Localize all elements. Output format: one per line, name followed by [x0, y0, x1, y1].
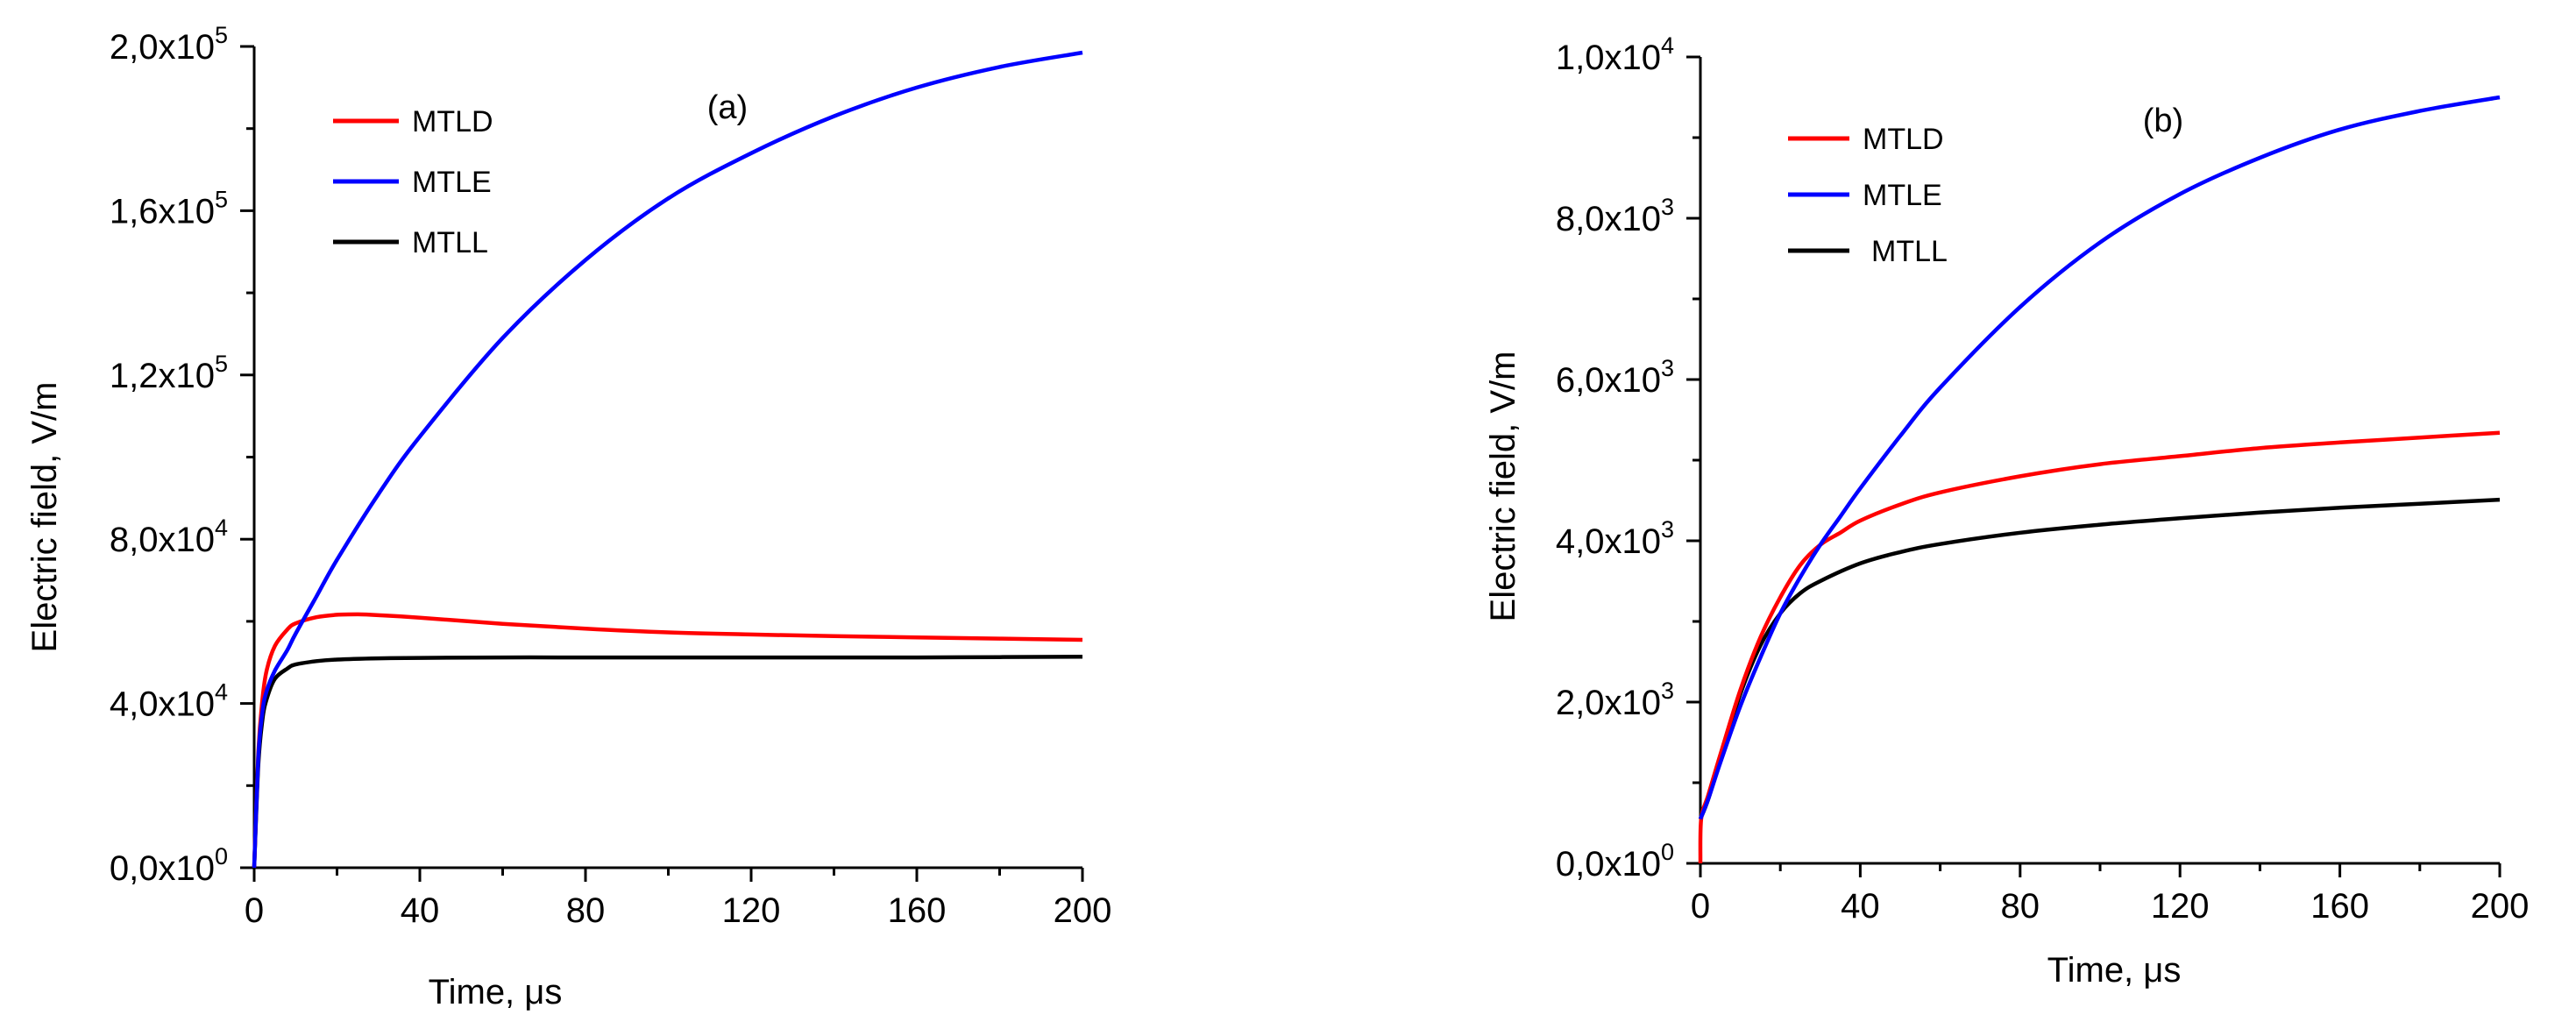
y-tick-label: 4,0x104	[110, 679, 228, 724]
legend-item-mtll: MTLL	[333, 226, 488, 259]
y-tick-label: 8,0x104	[110, 514, 228, 559]
series-line-mtld	[1698, 430, 2501, 864]
x-tick-label: 120	[2151, 887, 2210, 926]
x-axis-title: Time, μs	[429, 973, 563, 1011]
x-tick-label: 200	[2471, 887, 2530, 926]
y-tick-label: 2,0x103	[1556, 678, 1674, 722]
legend-item-mtld: MTLD	[1788, 123, 1944, 156]
chart-panel-a: 0 40 80 120 160 200 0,0x100 4,0x104 8,0x104 1,2x…	[25, 22, 1111, 1011]
series-line-mtll	[252, 654, 1083, 869]
y-tick-label: 8,0x103	[1556, 194, 1674, 238]
y-tick-label: 6,0x103	[1556, 355, 1674, 400]
series-line-mtld	[252, 612, 1083, 869]
legend-item-mtle: MTLE	[1788, 179, 1942, 212]
y-tick-label: 0,0x100	[110, 843, 228, 888]
chart-panel-b: 0 40 80 120 160 200 0,0x100 2,0x103 4,0x103 6,0x…	[1484, 32, 2529, 990]
y-axis-title: Electric field, V/m	[1484, 351, 1522, 622]
series-line-mtle	[252, 50, 1083, 869]
y-tick-label: 1,0x104	[1556, 32, 1674, 77]
legend: MTLD MTLE MTLL	[1788, 123, 1948, 268]
y-tick-label: 2,0x105	[110, 22, 228, 67]
legend-label-mtll: MTLL	[1871, 235, 1948, 268]
x-tick-label: 200	[1054, 891, 1112, 930]
x-tick-label: 0	[245, 891, 264, 930]
y-tick-label: 4,0x103	[1556, 516, 1674, 561]
x-tick-label: 0	[1691, 887, 1710, 926]
legend-label-mtld: MTLD	[412, 105, 493, 138]
x-tick-label: 40	[1841, 887, 1880, 926]
legend: MTLD MTLE MTLL	[333, 105, 493, 259]
legend-label-mtld: MTLD	[1863, 123, 1944, 156]
y-tick-label: 0,0x100	[1556, 839, 1674, 884]
y-tick-label: 1,2x105	[110, 351, 228, 395]
x-axis-title: Time, μs	[2047, 951, 2182, 990]
legend-item-mtld: MTLD	[333, 105, 493, 138]
y-axis-title: Electric field, V/m	[25, 382, 64, 653]
x-tick-label: 40	[401, 891, 440, 930]
panel-label: (a)	[707, 89, 748, 126]
x-tick-label: 80	[566, 891, 606, 930]
x-tick-label: 80	[2001, 887, 2040, 926]
series-line-mtle	[1698, 95, 2501, 820]
x-tick-label: 160	[888, 891, 947, 930]
legend-label-mtle: MTLE	[412, 166, 492, 199]
x-tick-label: 120	[722, 891, 781, 930]
x-tick-label: 160	[2310, 887, 2369, 926]
legend-item-mtll: MTLL	[1788, 235, 1948, 268]
panel-label: (b)	[2143, 103, 2183, 139]
legend-label-mtll: MTLL	[412, 226, 488, 259]
y-tick-label: 1,6x105	[110, 186, 228, 231]
legend-item-mtle: MTLE	[333, 166, 492, 199]
legend-label-mtle: MTLE	[1863, 179, 1942, 212]
